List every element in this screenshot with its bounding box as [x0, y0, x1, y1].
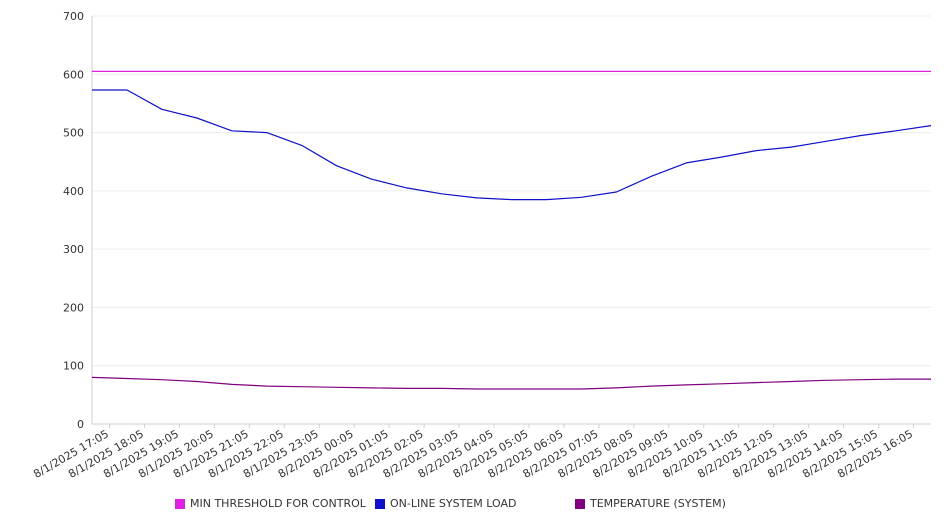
series-line-2	[91, 376, 931, 390]
axes	[91, 16, 931, 428]
y-tick-label: 600	[63, 68, 84, 81]
legend-swatch-min-threshold	[175, 498, 185, 509]
y-tick-label: 100	[63, 360, 84, 373]
y-tick-label: 200	[63, 301, 84, 314]
series-line-1	[92, 89, 932, 201]
legend-item-system-load: ON-LINE SYSTEM LOAD	[375, 497, 516, 510]
legend-item-min-threshold: MIN THRESHOLD FOR CONTROL	[175, 497, 366, 510]
legend-swatch-system-load	[375, 498, 385, 509]
y-tick-label: 300	[63, 243, 84, 256]
legend-label-min-threshold: MIN THRESHOLD FOR CONTROL	[190, 497, 366, 510]
y-tick-labels: 0 100 200 300 400 500 600 700	[63, 10, 84, 431]
series-lines	[91, 70, 932, 390]
y-tick-label: 500	[63, 127, 84, 140]
legend-swatch-temperature	[575, 498, 585, 509]
legend: MIN THRESHOLD FOR CONTROL ON-LINE SYSTEM…	[0, 497, 946, 515]
y-tick-label: 0	[77, 418, 84, 431]
x-tick-labels: 8/1/2025 17:058/1/2025 18:058/1/2025 19:…	[31, 427, 915, 481]
grid-lines	[92, 15, 931, 367]
legend-label-system-load: ON-LINE SYSTEM LOAD	[390, 497, 517, 510]
y-tick-label: 700	[63, 10, 84, 23]
y-tick-label: 400	[63, 185, 84, 198]
legend-item-temperature: TEMPERATURE (SYSTEM)	[575, 497, 726, 510]
legend-label-temperature: TEMPERATURE (SYSTEM)	[590, 497, 726, 510]
